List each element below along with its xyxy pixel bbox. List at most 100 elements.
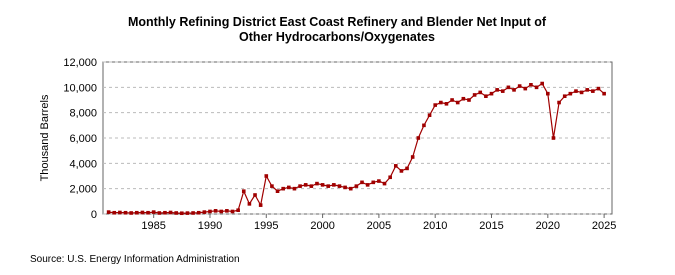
point (472, 93, 477, 97)
point (388, 175, 392, 180)
point (298, 184, 302, 188)
point (118, 210, 122, 215)
point (309, 184, 314, 188)
point (292, 186, 297, 191)
point (377, 179, 381, 183)
point (332, 183, 336, 187)
y-tick-label: 8,000 (69, 108, 97, 120)
point (557, 100, 561, 105)
point (568, 91, 573, 96)
x-tick-label: 2025 (592, 220, 616, 232)
point (382, 181, 387, 186)
point (320, 183, 325, 187)
point (455, 100, 460, 105)
point (146, 210, 150, 215)
point (151, 210, 156, 214)
point (258, 203, 263, 207)
point (343, 185, 347, 190)
point (213, 209, 218, 213)
point (365, 183, 370, 187)
point (461, 96, 466, 101)
point (140, 210, 145, 215)
point (506, 85, 511, 90)
y-tick-label: 6,000 (69, 133, 97, 145)
point (337, 184, 342, 188)
point (410, 155, 415, 159)
point (163, 210, 167, 215)
point (196, 210, 201, 215)
point (123, 210, 128, 215)
x-tick-label: 2010 (423, 220, 447, 232)
point (180, 211, 184, 216)
x-tick-label: 2000 (310, 220, 334, 232)
point (484, 94, 488, 98)
x-tick-label: 1995 (254, 220, 278, 232)
point (444, 102, 449, 106)
point (500, 89, 505, 93)
point (208, 209, 212, 214)
point (264, 174, 269, 178)
point (546, 91, 550, 96)
point (562, 94, 567, 98)
point (478, 90, 483, 95)
point (230, 209, 235, 214)
point (393, 164, 398, 168)
point (348, 186, 353, 191)
y-tick-label: 4,000 (69, 158, 97, 170)
point (489, 91, 494, 96)
point (540, 81, 544, 86)
point (191, 211, 195, 215)
point (602, 91, 606, 96)
point (523, 86, 528, 91)
point (168, 210, 173, 215)
source: Source: U.S. Energy Information Administ… (30, 254, 240, 265)
point (579, 90, 584, 95)
point (326, 184, 331, 188)
point (529, 83, 533, 87)
point (185, 211, 190, 215)
point (157, 211, 162, 215)
point (129, 211, 133, 215)
y-axis-label: Thousand Barrels (39, 94, 51, 181)
line (108, 82, 605, 214)
point (467, 98, 471, 102)
x-tick-label: 1985 (141, 220, 165, 232)
point (574, 89, 578, 93)
point (534, 85, 539, 90)
y-tick-label: 0 (91, 209, 97, 221)
point (315, 181, 319, 186)
point (287, 185, 291, 190)
x-tick-label: 1990 (198, 220, 222, 232)
point (360, 180, 364, 185)
point (253, 193, 257, 197)
point (236, 208, 240, 212)
x-tick-label: 2020 (536, 220, 560, 232)
point (225, 209, 229, 213)
point (585, 88, 590, 92)
y-tick-label: 10,000 (63, 82, 97, 94)
chart-title: Monthly Refining District East Coast Ref… (128, 15, 547, 44)
point (112, 210, 117, 215)
point (596, 86, 601, 91)
y-tick-label: 2,000 (69, 184, 97, 196)
point (219, 209, 224, 214)
point (174, 211, 178, 215)
point (416, 136, 421, 140)
point (275, 189, 280, 193)
point (371, 180, 376, 185)
point (405, 166, 409, 171)
point (202, 210, 207, 214)
point (106, 210, 111, 214)
point (450, 98, 454, 102)
point (281, 186, 285, 191)
point (591, 89, 595, 93)
point (422, 123, 426, 128)
point (241, 189, 246, 193)
point (303, 183, 308, 187)
point (354, 184, 359, 188)
point (134, 210, 139, 215)
x-tick-label: 2005 (367, 220, 391, 232)
point (517, 84, 522, 88)
point (512, 88, 516, 92)
